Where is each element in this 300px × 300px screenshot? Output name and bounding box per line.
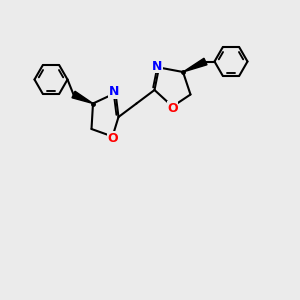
Text: O: O: [167, 101, 178, 115]
Text: N: N: [152, 59, 163, 73]
Text: N: N: [109, 85, 119, 98]
Polygon shape: [183, 58, 207, 72]
Polygon shape: [72, 91, 93, 104]
Text: O: O: [107, 131, 118, 145]
